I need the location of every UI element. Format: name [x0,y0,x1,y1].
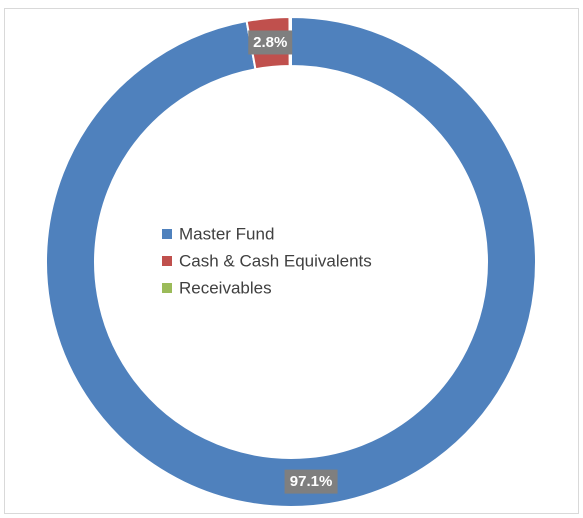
legend-label: Receivables [179,279,272,298]
data-label-master-fund: 97.1% [284,469,338,494]
data-label-cash-cash-equivalents: 2.8% [248,30,293,55]
data-label-box [284,469,338,494]
legend-label: Cash & Cash Equivalents [179,252,372,271]
data-labels: 97.1% 2.8% [248,30,338,494]
legend-item-receivables: Receivables [162,279,272,298]
slice-master-fund [45,15,537,508]
legend-swatch [162,283,172,293]
data-label-text: 97.1% [290,473,333,490]
legend-item-master-fund: Master Fund [162,225,274,244]
chart-frame [4,8,579,514]
data-label-box [248,30,293,55]
legend-swatch [162,256,172,266]
legend: Master Fund Cash & Cash Equivalents Receiv… [162,225,372,298]
legend-item-cash-cash-equivalents: Cash & Cash Equivalents [162,252,372,271]
legend-swatch [162,229,172,239]
legend-label: Master Fund [179,225,274,244]
data-label-text: 2.8% [253,34,287,51]
